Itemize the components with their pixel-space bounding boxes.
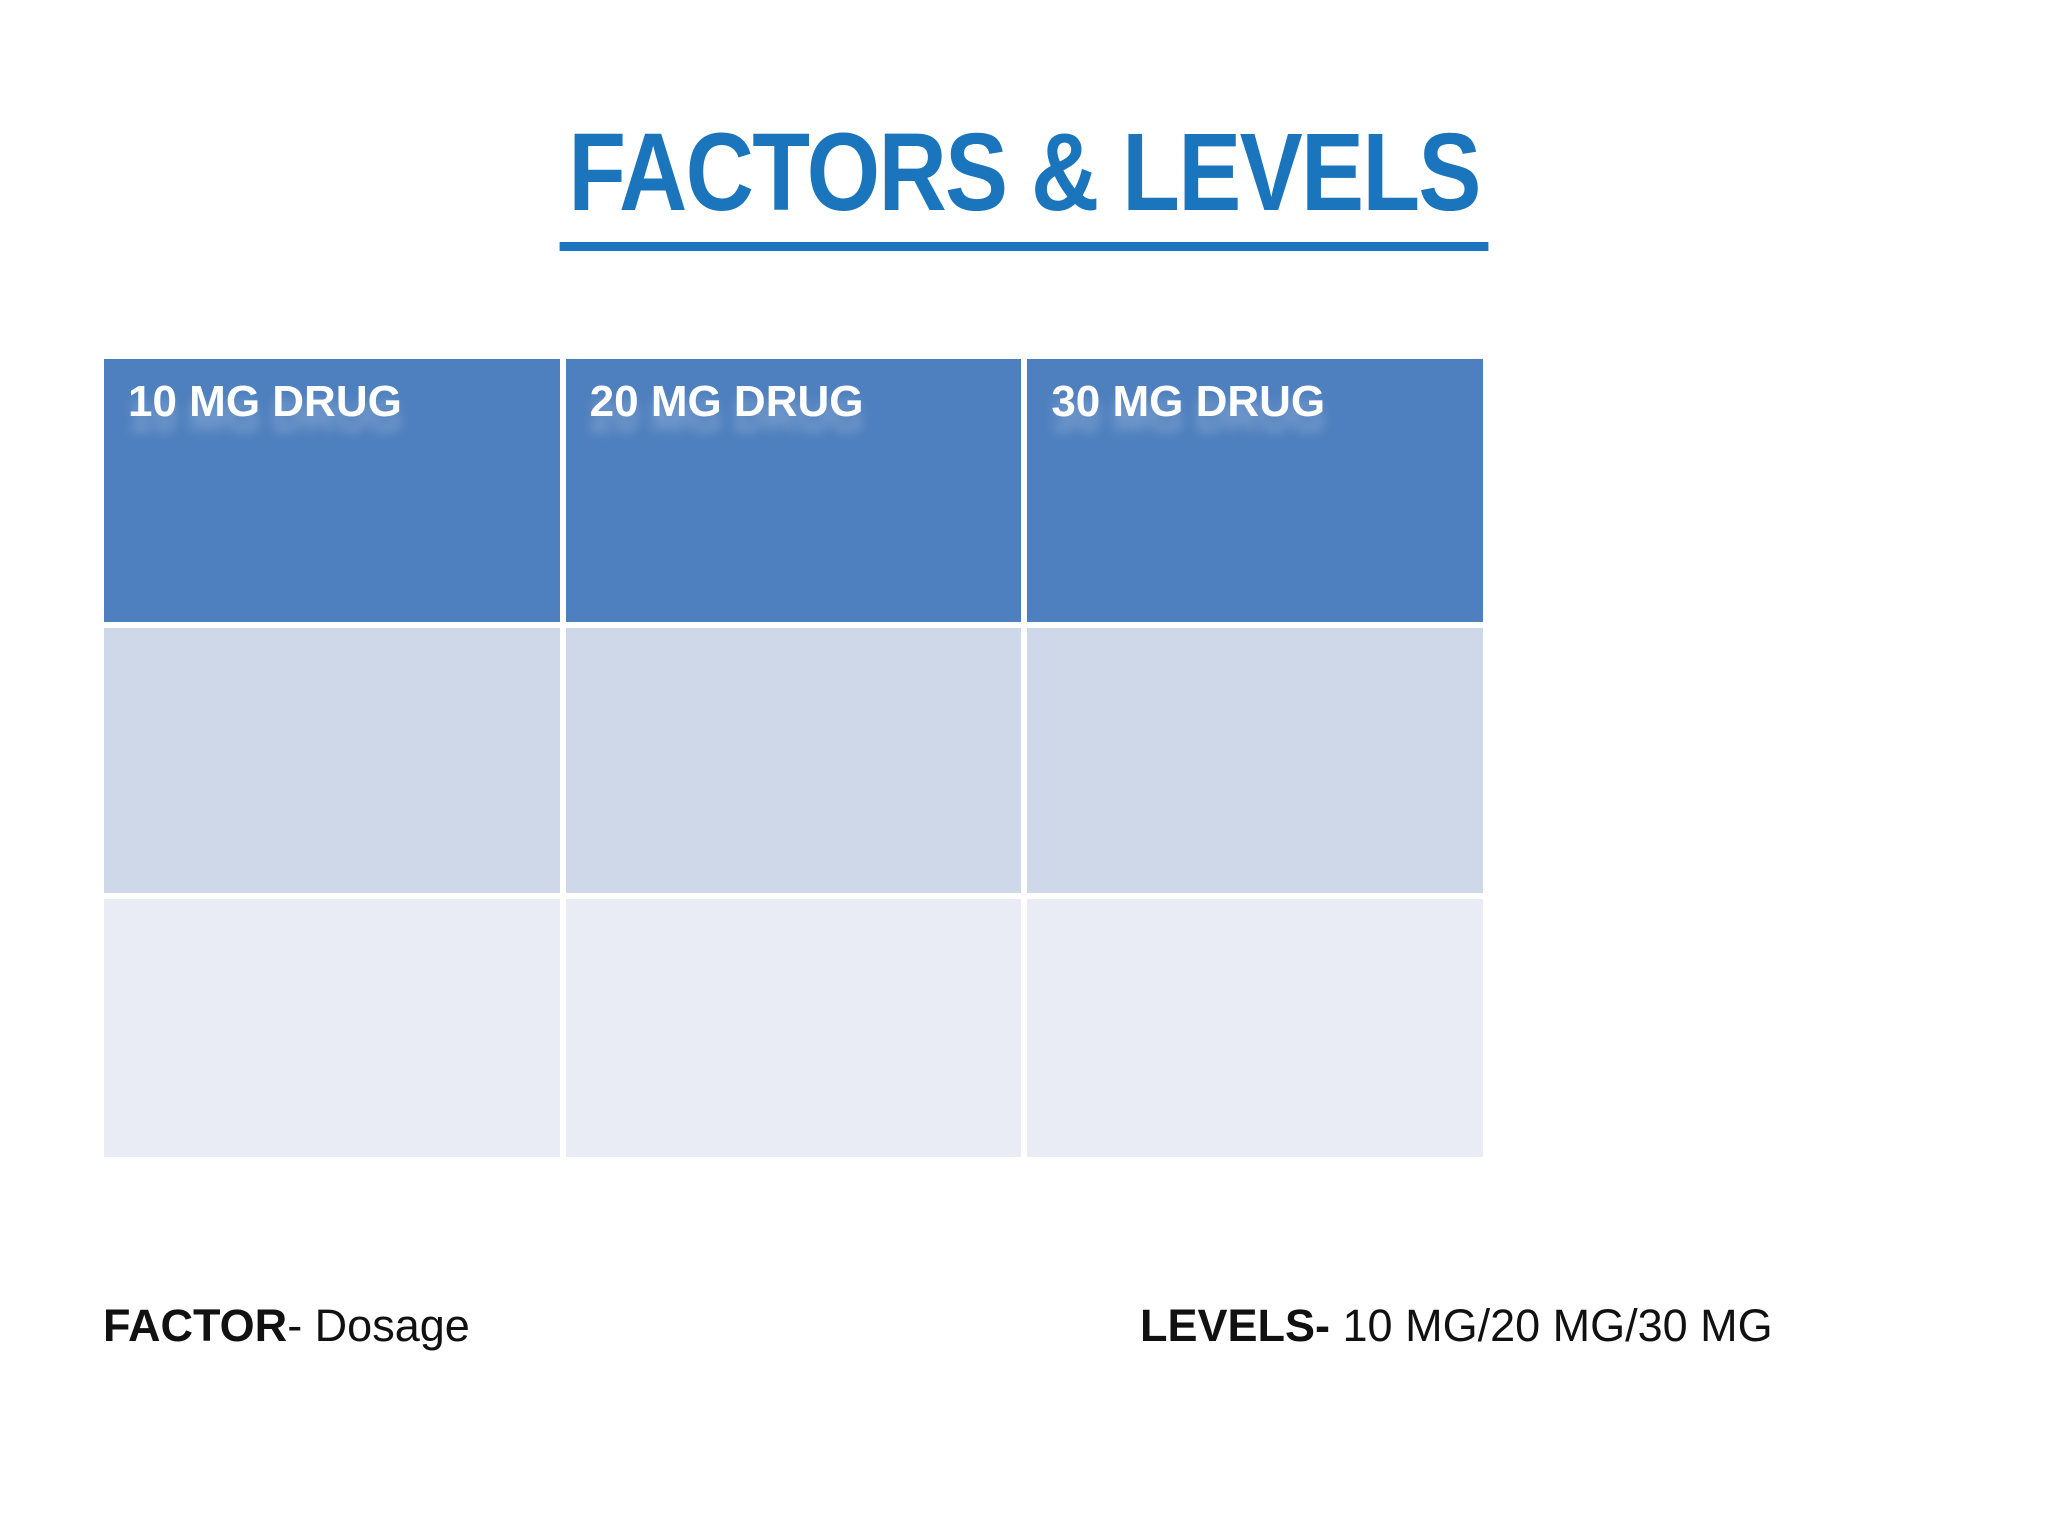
- factor-label: FACTOR: [103, 1300, 288, 1351]
- table-cell-row1-col2: [565, 628, 1022, 893]
- levels-text: LEVELS- 10 MG/20 MG/30 MG: [1140, 1300, 1773, 1352]
- table-cell-row1-col3: [1027, 628, 1483, 893]
- table-header-20mg: 20 MG DRUG: [565, 359, 1022, 622]
- levels-value: 10 MG/20 MG/30 MG: [1330, 1300, 1773, 1351]
- page-title: FACTORS & LEVELS: [559, 118, 1489, 251]
- title-wrap: FACTORS & LEVELS: [0, 118, 2048, 251]
- table-header-10mg: 10 MG DRUG: [104, 359, 560, 622]
- levels-label: LEVELS-: [1140, 1300, 1331, 1351]
- table-cell-row2-col2: [565, 899, 1022, 1157]
- factor-text: FACTOR- Dosage: [103, 1300, 470, 1352]
- factors-levels-table: 10 MG DRUG 20 MG DRUG 30 MG DRUG: [104, 359, 1483, 1157]
- table-cell-row2-col3: [1027, 899, 1483, 1157]
- table-header-30mg: 30 MG DRUG: [1027, 359, 1483, 622]
- table-cell-row1-col1: [104, 628, 560, 893]
- factor-value: - Dosage: [287, 1300, 470, 1351]
- table-cell-row2-col1: [104, 899, 560, 1157]
